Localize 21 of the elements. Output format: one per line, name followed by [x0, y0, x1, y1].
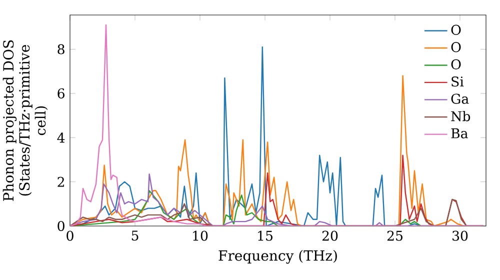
x-tick-label: 5: [132, 230, 138, 241]
x-tick-label: 20: [322, 230, 338, 241]
legend-label: Ba: [451, 128, 468, 138]
x-tick-label: 10: [193, 230, 208, 241]
x-tick-label: 0: [66, 230, 74, 241]
y-tick-label: 6: [58, 88, 64, 98]
x-tick-label: 15: [258, 230, 272, 241]
legend-label: Ga: [451, 94, 469, 104]
legend-label: O: [451, 59, 461, 70]
y-axis-title: Phonon projected DOS (States/THz·primitive cell): [2, 40, 48, 201]
y-tick-label: 0: [58, 220, 64, 232]
x-tick-label: 25: [387, 230, 402, 241]
legend-label: Si: [452, 76, 464, 87]
legend-label: Nb: [451, 110, 470, 122]
y-tick-label: 4: [57, 132, 65, 143]
y-tick-label: 8: [58, 44, 64, 54]
y-tick-label: 2: [58, 176, 64, 187]
legend-label: O: [451, 42, 461, 52]
legend-label: O: [451, 24, 461, 35]
x-tick-label: 30: [452, 230, 468, 241]
x-axis-title: Frequency (THz): [218, 250, 337, 264]
